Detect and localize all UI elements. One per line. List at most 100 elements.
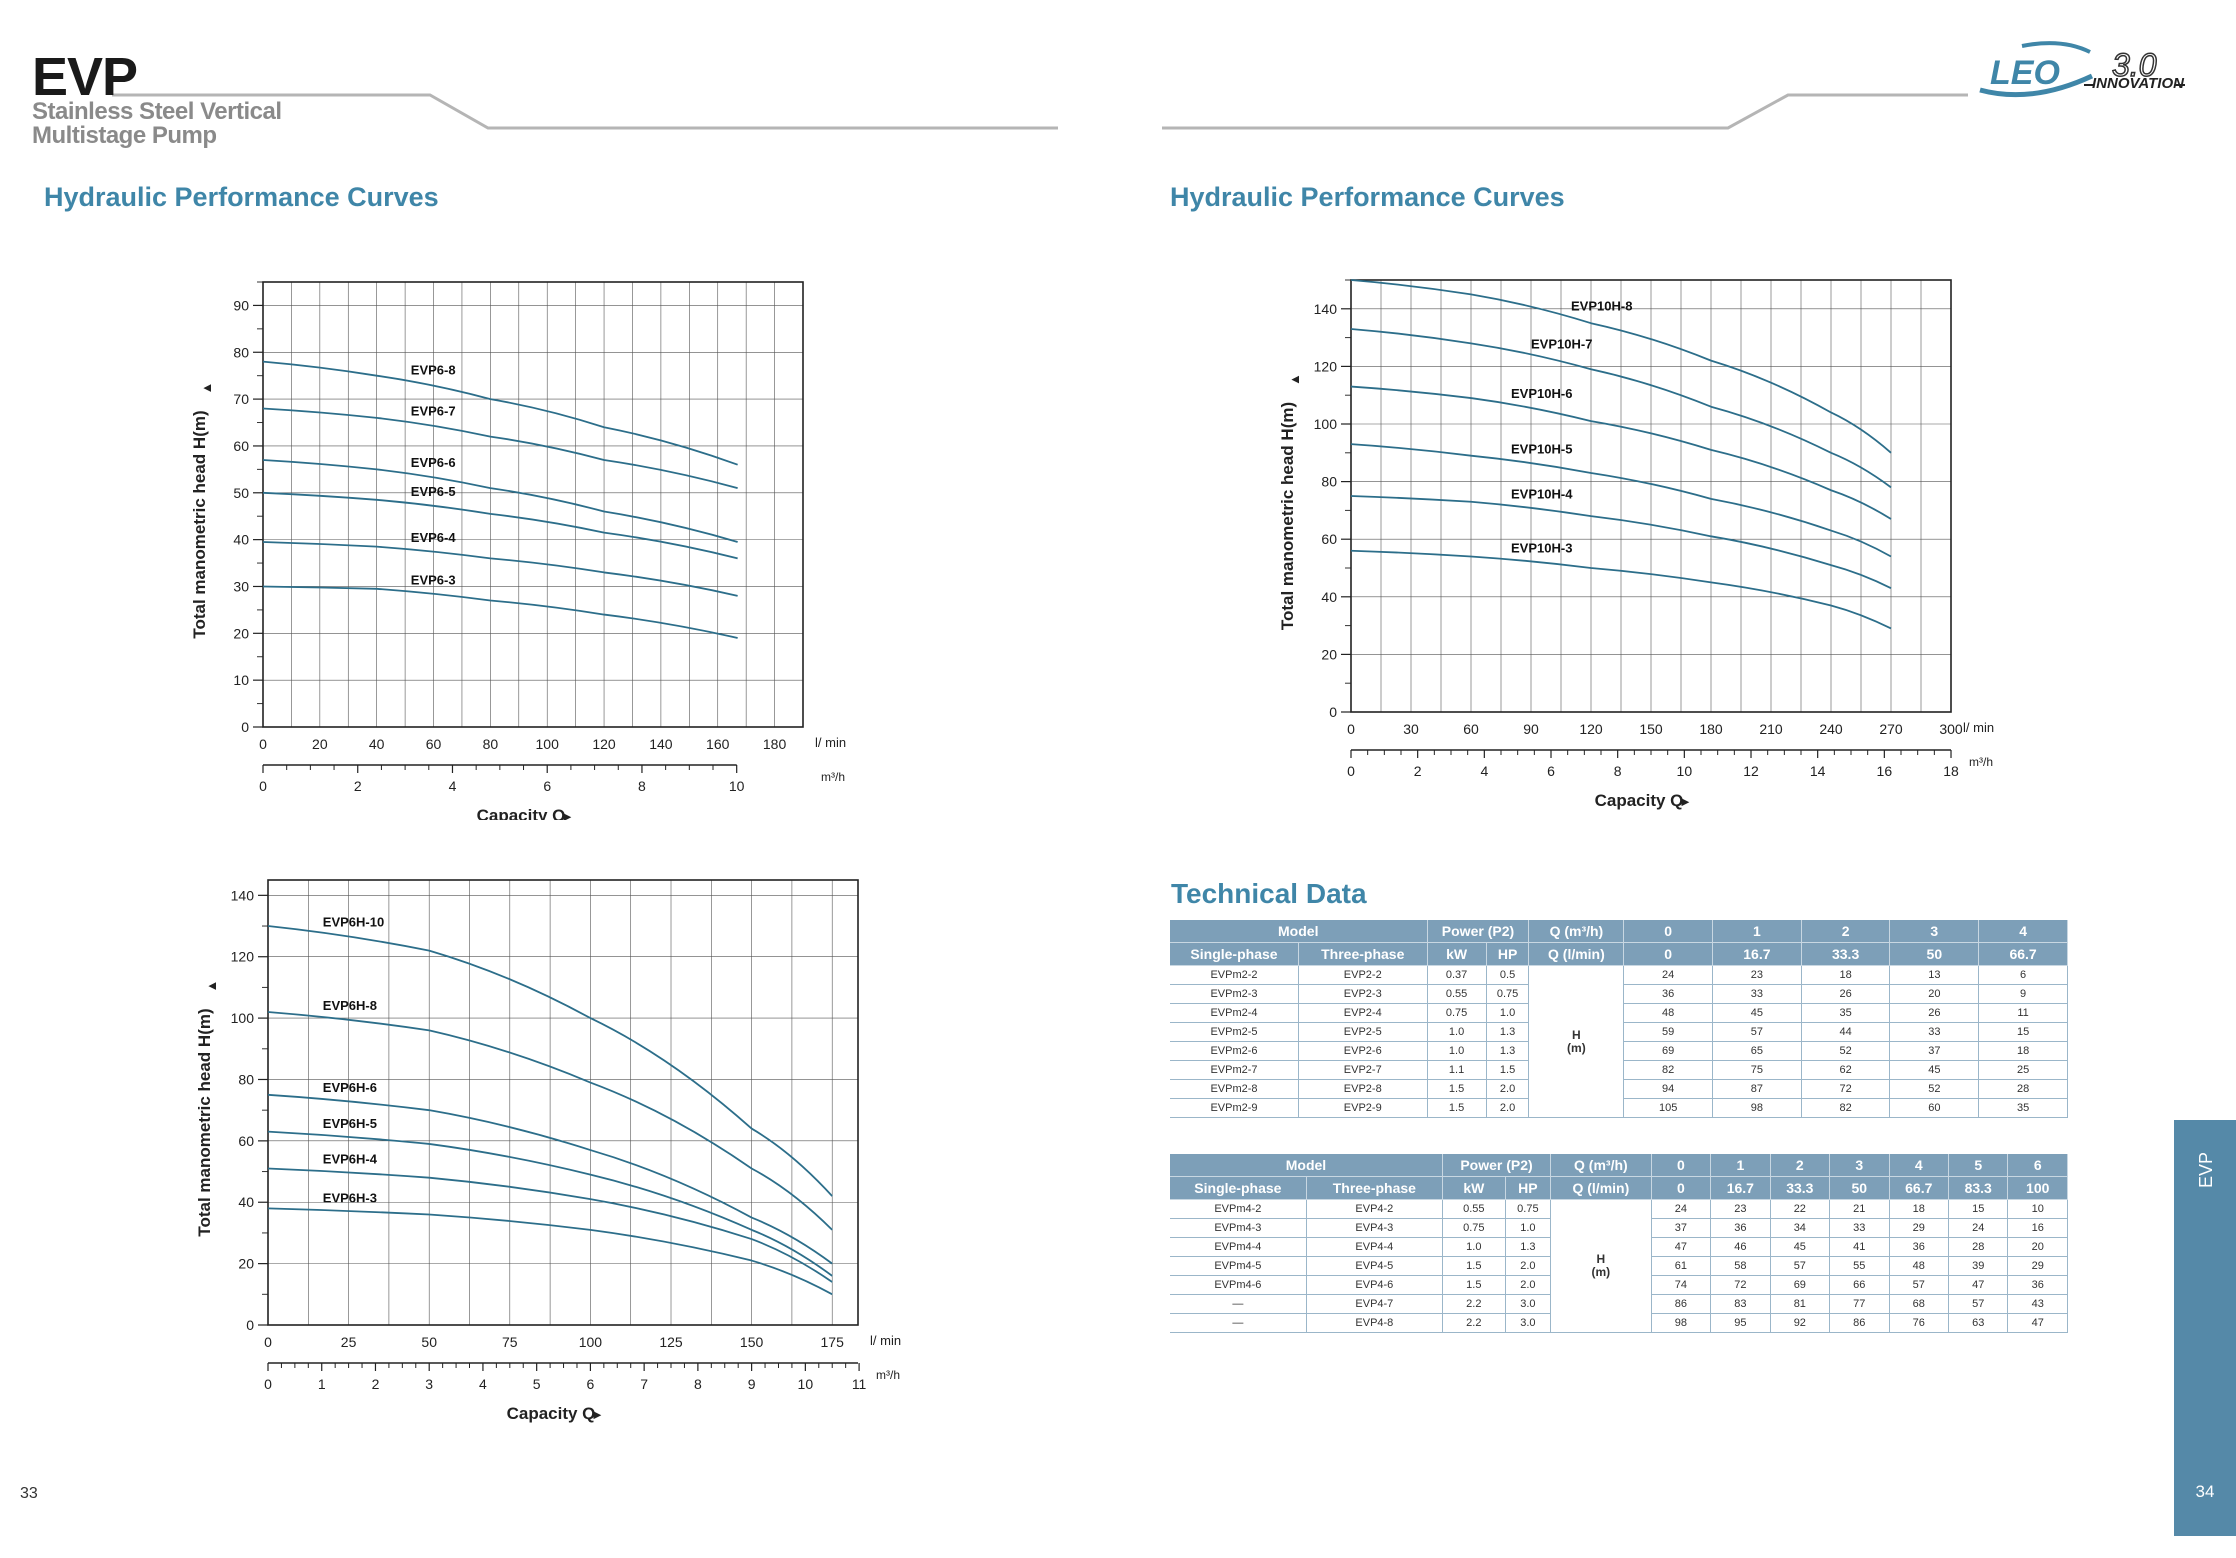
secondary-tick-label: 1 [318,1376,326,1392]
cell-hp: 2.0 [1505,1256,1552,1276]
x-tick-label: 0 [1347,721,1355,737]
cell-head: 13 [1889,965,1980,985]
secondary-tick-label: 8 [638,778,646,794]
cell-hp: 1.5 [1486,1060,1530,1080]
secondary-tick-label: 12 [1743,763,1759,779]
table-row: EVPm4-4 EVP4-4 1.0 1.3 47 46 45 41 36 28 20 [1170,1237,2068,1257]
series-line [1350,443,1892,558]
secondary-tick-label: 6 [1547,763,1555,779]
cell-head: 26 [1889,1003,1980,1023]
series-label: EVP10H-5 [1511,441,1572,456]
cell-head: 72 [1801,1079,1891,1099]
th-q-col: 3 [1829,1154,1890,1177]
th-q-col: 3 [1889,920,1980,943]
cell-kw: 2.2 [1442,1313,1506,1333]
cell-head: 47 [1948,1275,2009,1295]
cell-three-phase: EVP2-6 [1298,1041,1428,1061]
cell-head: 20 [1889,984,1980,1004]
cell-head: 33 [1889,1022,1980,1042]
cell-head: 98 [1651,1313,1712,1333]
cell-hp: 0.75 [1486,984,1530,1004]
series-label: EVP6-8 [411,363,456,378]
cell-head: 15 [1948,1199,2009,1219]
cell-head: 63 [1948,1313,2009,1333]
cell-three-phase: EVP4-8 [1306,1313,1443,1333]
secondary-tick-label: 11 [852,1376,867,1392]
cell-hp: 3.0 [1505,1294,1552,1314]
cell-head: 23 [1710,1199,1771,1219]
right-section-title: Hydraulic Performance Curves [1170,182,1565,212]
x-tick-label: 90 [1523,721,1539,737]
th-three-phase: Three-phase [1298,942,1428,966]
series-line [262,459,738,543]
cell-single-phase: — [1170,1294,1307,1314]
tech-table-evp4: Model Power (P2) Q (m³/h) 0 1 2 3 4 5 6 Single-p… [1170,1154,2068,1333]
cell-kw: 1.5 [1427,1098,1487,1118]
cell-h-label: H (m) [1528,965,1625,1118]
right-page-number: 34 [2195,1482,2215,1501]
cell-head: 45 [1712,1003,1802,1023]
logo-version: 3.0 [2112,47,2157,83]
x-tick-label: 80 [483,736,499,752]
series-line [1350,495,1892,589]
cell-kw: 1.0 [1427,1022,1487,1042]
th-power: Power (P2) [1442,1154,1552,1177]
series-label: EVP6H-10 [323,914,384,929]
cell-head: 83 [1710,1294,1771,1314]
x-unit-primary: l/ min [815,735,846,750]
cell-head: 77 [1829,1294,1890,1314]
series-label: EVP6H-6 [323,1080,377,1095]
cell-head: 47 [2007,1313,2068,1333]
cell-three-phase: EVP4-5 [1306,1256,1443,1276]
series-label: EVP6-3 [411,572,456,587]
cell-three-phase: EVP4-3 [1306,1218,1443,1238]
cell-head: 57 [1948,1294,2009,1314]
cell-three-phase: EVP4-6 [1306,1275,1443,1295]
secondary-tick-label: 7 [640,1376,648,1392]
cell-three-phase: EVP4-7 [1306,1294,1443,1314]
secondary-tick-label: 2 [354,778,362,794]
x-tick-label: 270 [1879,721,1903,737]
side-tab-label: EVP [2196,1151,2216,1189]
x-tick-label: 30 [1403,721,1419,737]
th-model: Model [1170,920,1428,943]
th-lmin-col: 100 [2007,1176,2068,1200]
technical-data-title: Technical Data [1171,878,1367,909]
th-q-col: 4 [1889,1154,1949,1177]
cell-kw: 1.0 [1442,1237,1506,1257]
series-line [262,541,738,597]
cell-kw: 0.37 [1427,965,1487,985]
th-lmin-col: 16.7 [1712,942,1802,966]
series-line [267,1130,833,1277]
table-row: — EVP4-7 2.2 3.0 86 83 81 77 68 57 43 [1170,1294,2068,1314]
table-row: EVPm2-9 EVP2-9 1.5 2.0 105 98 82 60 35 [1170,1098,2068,1118]
brand-title: EVP [32,47,138,107]
y-arrow-icon: ▲ [199,382,214,395]
y-tick-label: 40 [238,1194,254,1210]
cell-head: 29 [2007,1256,2068,1276]
y-tick-label: 140 [231,887,255,903]
cell-head: 52 [1889,1079,1980,1099]
secondary-tick-label: 4 [1480,763,1488,779]
cell-head: 37 [1651,1218,1712,1238]
cell-head: 23 [1712,965,1802,985]
cell-head: 95 [1710,1313,1771,1333]
table-row: EVPm4-5 EVP4-5 1.5 2.0 61 58 57 55 48 39 29 [1170,1256,2068,1276]
cell-three-phase: EVP2-3 [1298,984,1428,1004]
cell-head: 76 [1889,1313,1949,1333]
cell-head: 22 [1770,1199,1831,1219]
subtitle-line-2: Multistage Pump [32,122,217,149]
series-line [1350,328,1892,489]
series-line [267,925,833,1197]
series-label: EVP6H-8 [323,998,377,1013]
cell-single-phase: EVPm2-8 [1170,1079,1299,1099]
x-unit-secondary: m³/h [821,770,845,784]
th-q-m3h: Q (m³/h) [1550,1154,1652,1177]
cell-head: 66 [1829,1275,1890,1295]
cell-head: 35 [1801,1003,1891,1023]
table-row: — EVP4-8 2.2 3.0 98 95 92 86 76 63 47 [1170,1313,2068,1333]
cell-head: 24 [1948,1218,2009,1238]
y-tick-label: 100 [1314,416,1338,432]
